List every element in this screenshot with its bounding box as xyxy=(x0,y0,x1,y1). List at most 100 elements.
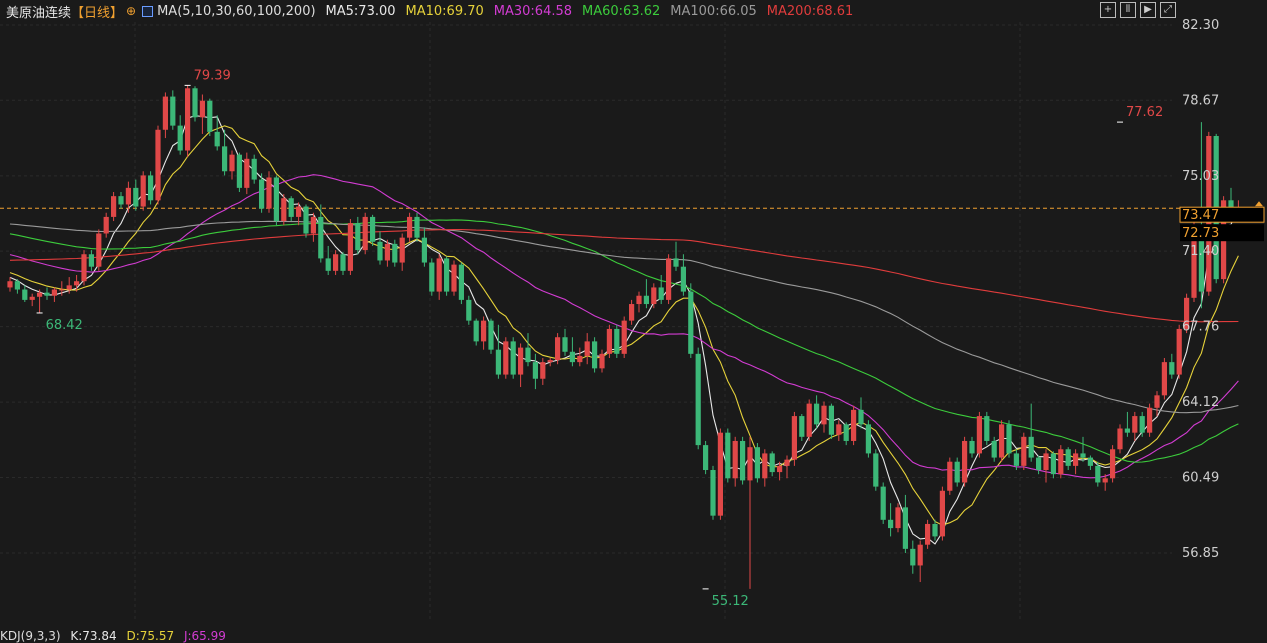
candle xyxy=(273,175,279,226)
candle-body xyxy=(37,292,43,297)
candle-body xyxy=(96,233,102,267)
candle xyxy=(769,451,775,477)
ma60-line xyxy=(9,219,1239,463)
candle-body xyxy=(170,96,176,126)
candle-body xyxy=(606,328,612,354)
candle xyxy=(414,212,420,242)
candle-body xyxy=(399,237,405,263)
candle-body xyxy=(407,216,413,238)
cursor-price-box xyxy=(1180,224,1264,242)
candle-body xyxy=(192,88,198,118)
candle xyxy=(984,411,990,446)
candle xyxy=(836,420,842,441)
period-label[interactable]: 【日线】 xyxy=(71,5,124,21)
candle xyxy=(296,202,302,226)
candle xyxy=(939,486,945,541)
candle xyxy=(532,353,538,390)
candle xyxy=(651,283,657,309)
candle xyxy=(333,250,339,275)
instrument-title[interactable]: 美原油连续 xyxy=(6,5,72,21)
indicator-footer: KDJ(9,3,3) K:73.84 D:75.57 J:65.99 xyxy=(0,629,232,643)
candle-body xyxy=(688,291,694,354)
candle xyxy=(266,171,272,213)
kdj-label[interactable]: KDJ(9,3,3) xyxy=(0,629,61,643)
candle xyxy=(1161,357,1167,400)
candle xyxy=(384,239,390,267)
candle-body xyxy=(577,355,583,363)
grid xyxy=(0,22,1180,620)
candle xyxy=(1184,293,1190,334)
candle xyxy=(281,194,287,226)
candle xyxy=(1110,445,1116,483)
candle xyxy=(629,299,635,325)
candle-body xyxy=(917,544,923,566)
candle-body xyxy=(66,285,72,290)
candle xyxy=(207,98,213,136)
candle xyxy=(614,324,620,358)
candle xyxy=(170,90,176,130)
candle-body xyxy=(273,177,279,222)
candle-body xyxy=(821,405,827,425)
candle xyxy=(954,457,960,487)
candle xyxy=(88,250,94,271)
candle xyxy=(732,436,738,487)
fullscreen-icon[interactable]: ⤢ xyxy=(1160,2,1176,18)
candle-body xyxy=(740,440,746,481)
candle xyxy=(214,115,220,151)
candle-body xyxy=(296,206,302,217)
candle-body xyxy=(318,216,324,259)
ma200-line xyxy=(9,229,1239,323)
candle xyxy=(1087,455,1093,471)
chart-header: 美原油连续 【日线】 ⊕ MA(5,10,30,60,100,200) MA5:… xyxy=(0,0,1100,22)
candle-body xyxy=(814,403,820,425)
candle xyxy=(762,449,768,487)
candle xyxy=(518,343,524,388)
candle xyxy=(695,347,701,450)
candle xyxy=(362,212,368,255)
candle-body xyxy=(584,341,590,356)
candle xyxy=(991,436,997,462)
candle xyxy=(666,254,672,305)
candle-body xyxy=(177,125,183,151)
candle-body xyxy=(414,216,420,238)
candle xyxy=(740,436,746,485)
candle xyxy=(703,440,709,475)
play-icon[interactable]: ▶ xyxy=(1140,2,1156,18)
candle-body xyxy=(873,453,879,487)
candle-body xyxy=(503,341,509,375)
candle xyxy=(1102,474,1108,491)
y-tick-label: 56.85 xyxy=(1182,546,1219,561)
candle xyxy=(1169,353,1175,379)
ma-indicator-icon[interactable] xyxy=(142,5,154,17)
candle-body xyxy=(140,175,146,207)
candle-body xyxy=(754,447,760,479)
candle-body xyxy=(799,416,805,437)
candle-body xyxy=(303,206,309,234)
candle-body xyxy=(111,196,117,217)
candle-body xyxy=(14,281,20,290)
candle-body xyxy=(1169,362,1175,375)
crosshair-icon[interactable]: ⊕ xyxy=(126,4,137,18)
candle-body xyxy=(1087,457,1093,466)
candle xyxy=(429,258,435,296)
kdj-k: K:73.84 xyxy=(70,629,117,643)
candle-body xyxy=(984,416,990,441)
candle-body xyxy=(925,523,931,545)
candle-body xyxy=(540,362,546,379)
bar-chart-icon[interactable]: ⫴ xyxy=(1120,2,1136,18)
candle xyxy=(96,229,102,271)
candle-body xyxy=(1036,457,1042,471)
candle-body xyxy=(1184,297,1190,329)
price-chart[interactable]: 82.30 78.67 75.03 71.40 67.76 64.12 60.49 56.85… xyxy=(0,0,1267,620)
ma-title[interactable]: MA(5,10,30,60,100,200) xyxy=(157,3,316,19)
candle-body xyxy=(1058,449,1064,475)
candle-body xyxy=(1176,328,1182,375)
candle-body xyxy=(458,264,464,300)
candle xyxy=(784,455,790,479)
expand-icon[interactable]: + xyxy=(1100,2,1116,18)
candle-body xyxy=(88,254,94,267)
low-label: 55.12 xyxy=(712,594,749,609)
candle xyxy=(643,279,649,309)
candle-body xyxy=(784,459,790,466)
candle xyxy=(599,349,605,373)
